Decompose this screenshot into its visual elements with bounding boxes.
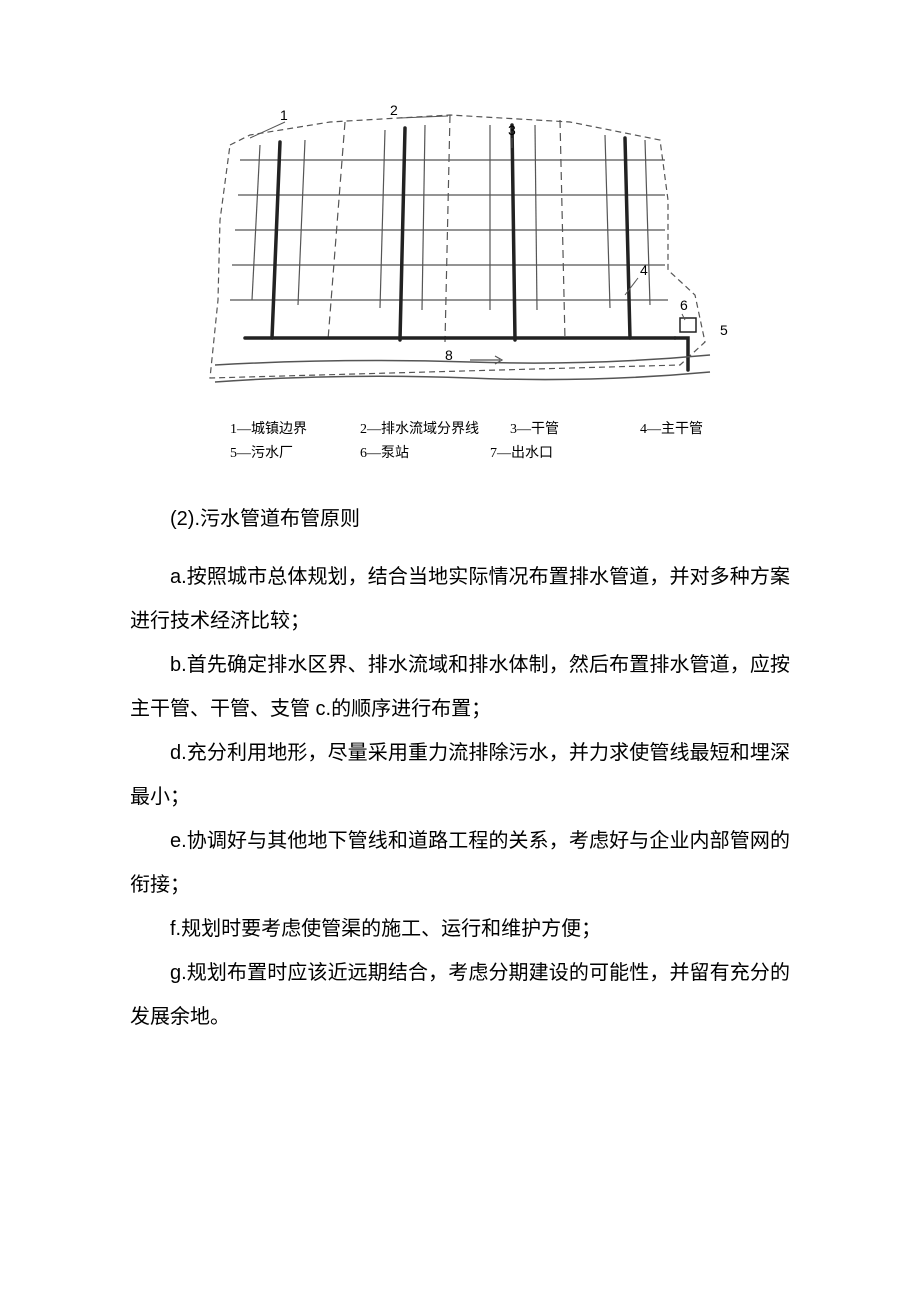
diagram-label-4: 4 (640, 262, 648, 278)
legend-item: 2—排水流域分界线 (360, 418, 470, 438)
body-paragraph: g.规划布置时应该近远期结合，考虑分期建设的可能性，并留有充分的发展余地。 (130, 951, 790, 1039)
diagram-label-3: 3 (508, 122, 516, 138)
legend-item (620, 442, 710, 462)
legend-item: 7—出水口 (490, 442, 580, 462)
diagram-label-1: 1 (280, 107, 288, 123)
diagram-legend: 1—城镇边界 2—排水流域分界线 3—干管 4—主干管 5—污水厂 6—泵站 7—出水口 (190, 418, 730, 462)
legend-item: 3—干管 (510, 418, 600, 438)
body-paragraph: f.规划时要考虑使管渠的施工、运行和维护方便； (130, 907, 790, 951)
diagram-label-8: 8 (445, 347, 453, 363)
legend-item: 1—城镇边界 (230, 418, 320, 438)
diagram-container: 1 2 3 4 5 6 8 1—城镇边界 2—排水流域分界线 3—干管 4—主干管 5—污水厂 6—泵… (190, 100, 730, 462)
diagram-label-5: 5 (720, 322, 728, 338)
body-paragraph: a.按照城市总体规划，结合当地实际情况布置排水管道，并对多种方案进行技术经济比较… (130, 555, 790, 643)
diagram-label-6: 6 (680, 297, 688, 313)
legend-item: 4—主干管 (640, 418, 730, 438)
body-paragraph: b.首先确定排水区界、排水流域和排水体制，然后布置排水管道，应按主干管、干管、支… (130, 643, 790, 731)
section-title: (2).污水管道布管原则 (130, 502, 790, 531)
pipe-network-diagram: 1 2 3 4 5 6 8 (190, 100, 730, 410)
legend-item: 5—污水厂 (230, 442, 320, 462)
body-text: a.按照城市总体规划，结合当地实际情况布置排水管道，并对多种方案进行技术经济比较… (130, 555, 790, 1039)
legend-row: 5—污水厂 6—泵站 7—出水口 (230, 442, 730, 462)
document-page: 1 2 3 4 5 6 8 1—城镇边界 2—排水流域分界线 3—干管 4—主干管 5—污水厂 6—泵… (0, 0, 920, 1099)
body-paragraph: d.充分利用地形，尽量采用重力流排除污水，并力求使管线最短和埋深最小； (130, 731, 790, 819)
body-paragraph: e.协调好与其他地下管线和道路工程的关系，考虑好与企业内部管网的衔接； (130, 819, 790, 907)
diagram-label-2: 2 (390, 102, 398, 118)
legend-item: 6—泵站 (360, 442, 450, 462)
legend-row: 1—城镇边界 2—排水流域分界线 3—干管 4—主干管 (230, 418, 730, 438)
